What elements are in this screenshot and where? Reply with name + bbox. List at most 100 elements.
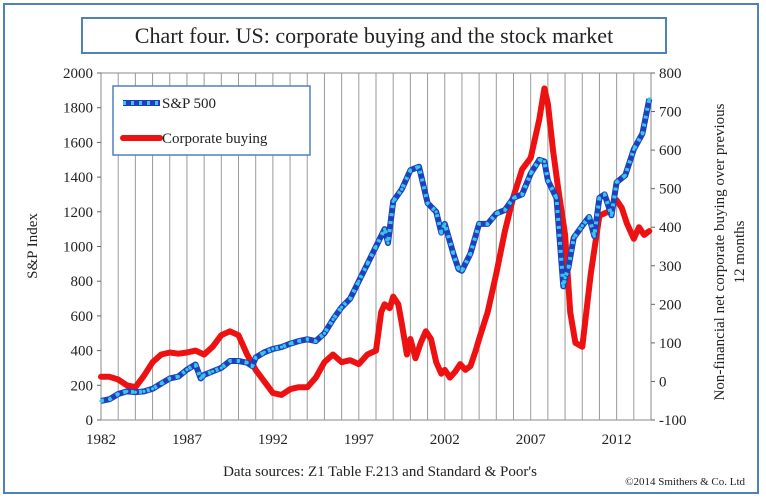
sp500-point (503, 208, 507, 212)
y-tick-label: 200 (71, 378, 94, 394)
right-axis: -100 0 100 200 300 400 500 600 700 800 (651, 66, 687, 429)
sp500-point (245, 361, 249, 365)
sp500-point (477, 222, 481, 226)
series-sp500 (99, 97, 653, 404)
sp500-point (456, 267, 461, 271)
sp500-point (340, 305, 344, 309)
legend: S&P 500 Corporate buying (112, 85, 311, 156)
sp500-point (357, 279, 361, 283)
x-tick-label: 2012 (602, 432, 632, 448)
sp500-point (400, 187, 404, 191)
sp500-point (168, 376, 172, 380)
y2-tick-label: 400 (659, 220, 682, 236)
sp500-point (193, 362, 198, 367)
sp500-point (425, 201, 430, 205)
sp500-point (494, 211, 498, 216)
sp500-point (228, 359, 232, 363)
sp500-point (529, 172, 533, 176)
sp500-point (386, 241, 390, 245)
sp500-point (279, 345, 284, 349)
sp500-point (468, 251, 473, 256)
sp500-point (647, 97, 651, 101)
sp500-point (439, 231, 443, 235)
sp500-point (580, 224, 584, 228)
y2-tick-label: 700 (659, 105, 682, 121)
y2-tick-label: 0 (659, 374, 667, 390)
legend-corp-label: Corporate buying (162, 131, 268, 147)
y2-tick-label: 100 (659, 336, 682, 352)
sp500-point (374, 244, 378, 249)
sp500-point (288, 342, 292, 346)
sp500-point (185, 368, 189, 372)
sp500-point (609, 213, 614, 217)
left-axis: 0 200 400 600 800 1000 1200 1400 1600 1800 2000 (63, 66, 101, 429)
y2-axis-title-line2: 12 months (732, 220, 748, 283)
sp500-point (305, 337, 309, 341)
sp500-point (211, 369, 215, 374)
sp500-point (236, 359, 241, 363)
sp500-point (331, 317, 335, 321)
sp500-point (511, 196, 516, 200)
y-tick-label: 1600 (63, 135, 93, 151)
sp500-point (262, 350, 266, 354)
sp500-point (365, 262, 370, 266)
x-tick-label: 1987 (172, 432, 203, 448)
sp500-point (142, 389, 146, 393)
sp500-point (434, 210, 438, 214)
y-tick-label: 1400 (63, 170, 93, 186)
x-tick-label: 2007 (516, 432, 547, 448)
sp500-point (99, 399, 103, 403)
legend-sp500-label: S&P 500 (162, 96, 216, 112)
sp500-point (125, 389, 129, 393)
sp500-point (348, 296, 352, 301)
sp500-point (219, 366, 223, 370)
legend-box (112, 85, 311, 156)
sp500-point (632, 147, 636, 151)
sp500-point (597, 196, 602, 200)
sp500-point (615, 180, 619, 184)
sp500-point (417, 165, 421, 169)
sp500-markers (100, 98, 652, 403)
y-tick-label: 1200 (63, 205, 93, 221)
sp500-point (566, 265, 571, 269)
sp500-point (592, 234, 596, 238)
sp500-point (587, 215, 591, 219)
sp500-point (382, 227, 387, 231)
sp500-point (202, 373, 206, 377)
x-axis: 1982 1987 1992 1997 2002 2007 2012 (86, 432, 632, 448)
sp500-point (451, 251, 455, 256)
x-tick-label: 2002 (430, 432, 460, 448)
corporate-buying-line (98, 85, 653, 398)
y2-tick-label: 300 (659, 259, 682, 275)
sp500-point (159, 381, 163, 386)
data-source-note: Data sources: Z1 Table F.213 and Standar… (223, 464, 537, 480)
sp500-point (107, 397, 112, 401)
sp500-point (554, 196, 559, 200)
sp500-point (537, 158, 541, 162)
series-corporate-buying (98, 85, 653, 398)
sp500-point (572, 236, 576, 240)
y-tick-label: 800 (71, 274, 94, 290)
sp500-point (391, 199, 395, 203)
y-tick-label: 400 (71, 344, 94, 360)
y-tick-label: 2000 (63, 66, 93, 82)
sp500-point (314, 339, 318, 343)
copyright-note: ©2014 Smithers & Co. Ltd (625, 476, 745, 488)
sp500-point (602, 192, 607, 197)
y2-tick-label: 800 (659, 66, 682, 82)
sp500-point (520, 192, 524, 197)
sp500-point (563, 276, 567, 280)
y-tick-label: 1000 (63, 240, 93, 256)
y-axis-title: S&P Index (25, 213, 41, 279)
y2-axis-title-line1: Non-financial net corporate buying over … (712, 103, 728, 400)
sp500-point (322, 331, 327, 335)
x-tick-label: 1982 (86, 432, 116, 448)
sp500-point (254, 355, 258, 360)
sp500-point (297, 339, 301, 343)
y-tick-label: 600 (71, 309, 94, 325)
sp500-point (546, 178, 550, 183)
sp500-point (408, 168, 412, 172)
sp500-point (116, 392, 120, 396)
sp500-point (561, 284, 565, 289)
